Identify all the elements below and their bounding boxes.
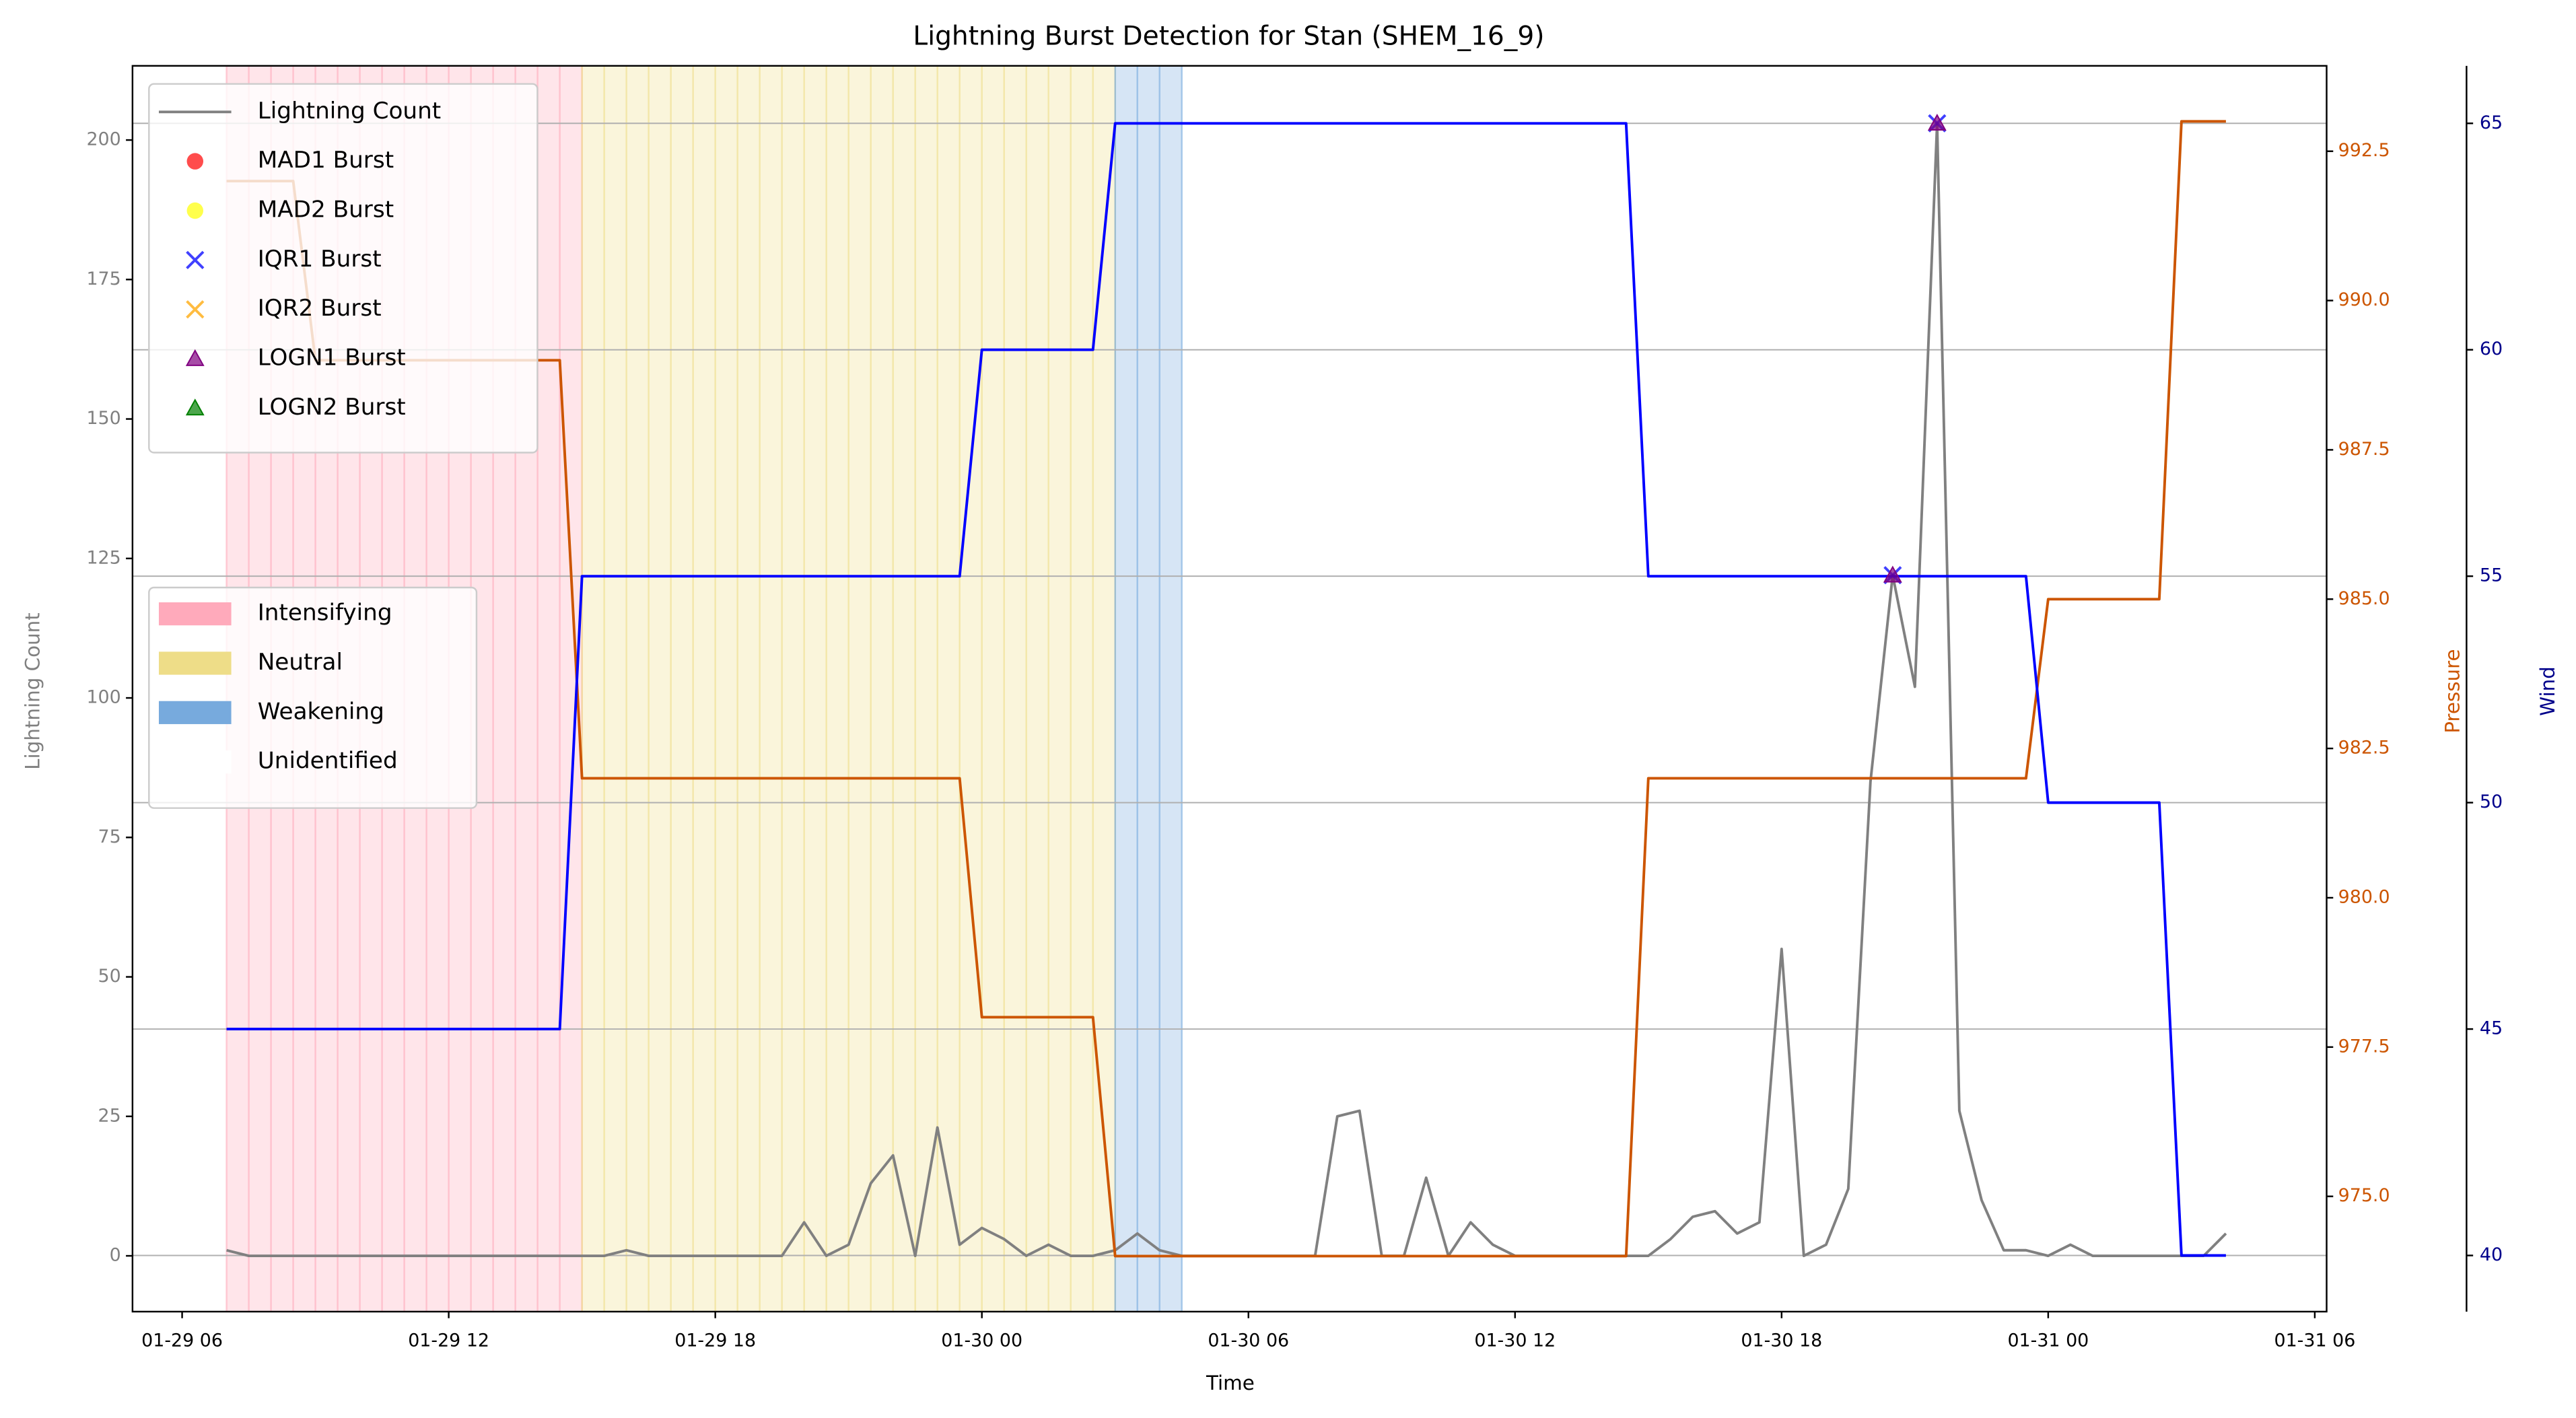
y3-tick-label: 55: [2480, 565, 2503, 586]
x-tick-label: 01-31 00: [2007, 1330, 2089, 1351]
y2-tick-label: 982.5: [2338, 738, 2390, 758]
legend-label: LOGN2 Burst: [258, 394, 406, 421]
y-tick-label: 0: [110, 1245, 121, 1266]
x-tick-label: 01-30 12: [1474, 1330, 1556, 1351]
phase-band: [1115, 65, 1182, 1312]
x-tick-label: 01-29 12: [408, 1330, 489, 1351]
legend-marker: [186, 250, 205, 269]
y-tick-label: 150: [86, 408, 120, 429]
y2-tick-label: 992.5: [2338, 140, 2390, 161]
y-tick-label: 175: [86, 269, 120, 289]
x-tick-label: 01-30 00: [941, 1330, 1022, 1351]
legend-label: MAD1 Burst: [258, 147, 394, 174]
legend-swatch: [158, 602, 232, 626]
x-axis-label: Time: [1206, 1372, 1255, 1394]
y2-tick-label: 990.0: [2338, 289, 2390, 310]
y3-tick-label: 50: [2480, 791, 2503, 812]
legend-label: MAD2 Burst: [258, 197, 394, 223]
legend-label: Weakening: [258, 698, 384, 725]
legend-label: Intensifying: [258, 600, 392, 627]
legend-label: Neutral: [258, 649, 343, 676]
y-tick-label: 75: [98, 826, 121, 847]
legend-marker: [185, 349, 205, 366]
legend-marker: [185, 398, 205, 416]
y-axis-label: Lightning Count: [22, 612, 44, 770]
y2-axis-label: Pressure: [2441, 649, 2464, 733]
legend-label: IQR1 Burst: [258, 246, 382, 273]
y2-tick-label: 985.0: [2338, 588, 2390, 609]
legend-label: Unidentified: [258, 748, 398, 775]
legend: Lightning Count MAD1 Burst MAD2 Burst IQR1 …: [148, 83, 538, 454]
x-tick-label: 01-30 18: [1741, 1330, 1822, 1351]
pressure-line: [226, 120, 2226, 1258]
y3-tick-label: 45: [2480, 1018, 2503, 1039]
y-tick-label: 125: [86, 547, 120, 568]
y2-tick-label: 975.0: [2338, 1185, 2390, 1206]
legend: Intensifying Neutral Weakening Unidentified: [148, 586, 478, 809]
y3-axis-label: Wind: [2536, 666, 2559, 716]
legend-label: LOGN1 Burst: [258, 345, 406, 371]
y-tick-label: 200: [86, 129, 120, 150]
y2-tick-label: 987.5: [2338, 439, 2390, 460]
legend-swatch: [158, 701, 232, 724]
x-tick-label: 01-31 06: [2274, 1330, 2355, 1351]
y-tick-label: 25: [98, 1105, 121, 1126]
y-tick-label: 100: [86, 687, 120, 708]
burst-marker: [1927, 113, 1947, 131]
chart-title: Lightning Burst Detection for Stan (SHEM…: [913, 22, 1544, 52]
x-tick-label: 01-29 18: [674, 1330, 756, 1351]
legend-frame: [148, 83, 538, 454]
legend-marker: [186, 300, 205, 319]
legend-swatch: [158, 750, 232, 774]
legend-marker: [186, 202, 204, 219]
plot-frame: [131, 65, 2328, 1313]
legend-label: IQR2 Burst: [258, 295, 382, 322]
y3-tick-label: 40: [2480, 1244, 2503, 1265]
y-tick-label: 50: [98, 966, 121, 987]
y3-tick-label: 60: [2480, 339, 2503, 359]
legend-label: Lightning Count: [258, 98, 441, 125]
x-tick-label: 01-29 06: [141, 1330, 223, 1351]
burst-marker: [1883, 565, 1902, 583]
legend-marker: [186, 153, 204, 170]
y2-tick-label: 980.0: [2338, 886, 2390, 907]
y3-tick-label: 65: [2480, 112, 2503, 133]
legend-swatch: [158, 651, 232, 675]
y2-tick-label: 977.5: [2338, 1036, 2390, 1057]
x-tick-label: 01-30 06: [1208, 1330, 1289, 1351]
